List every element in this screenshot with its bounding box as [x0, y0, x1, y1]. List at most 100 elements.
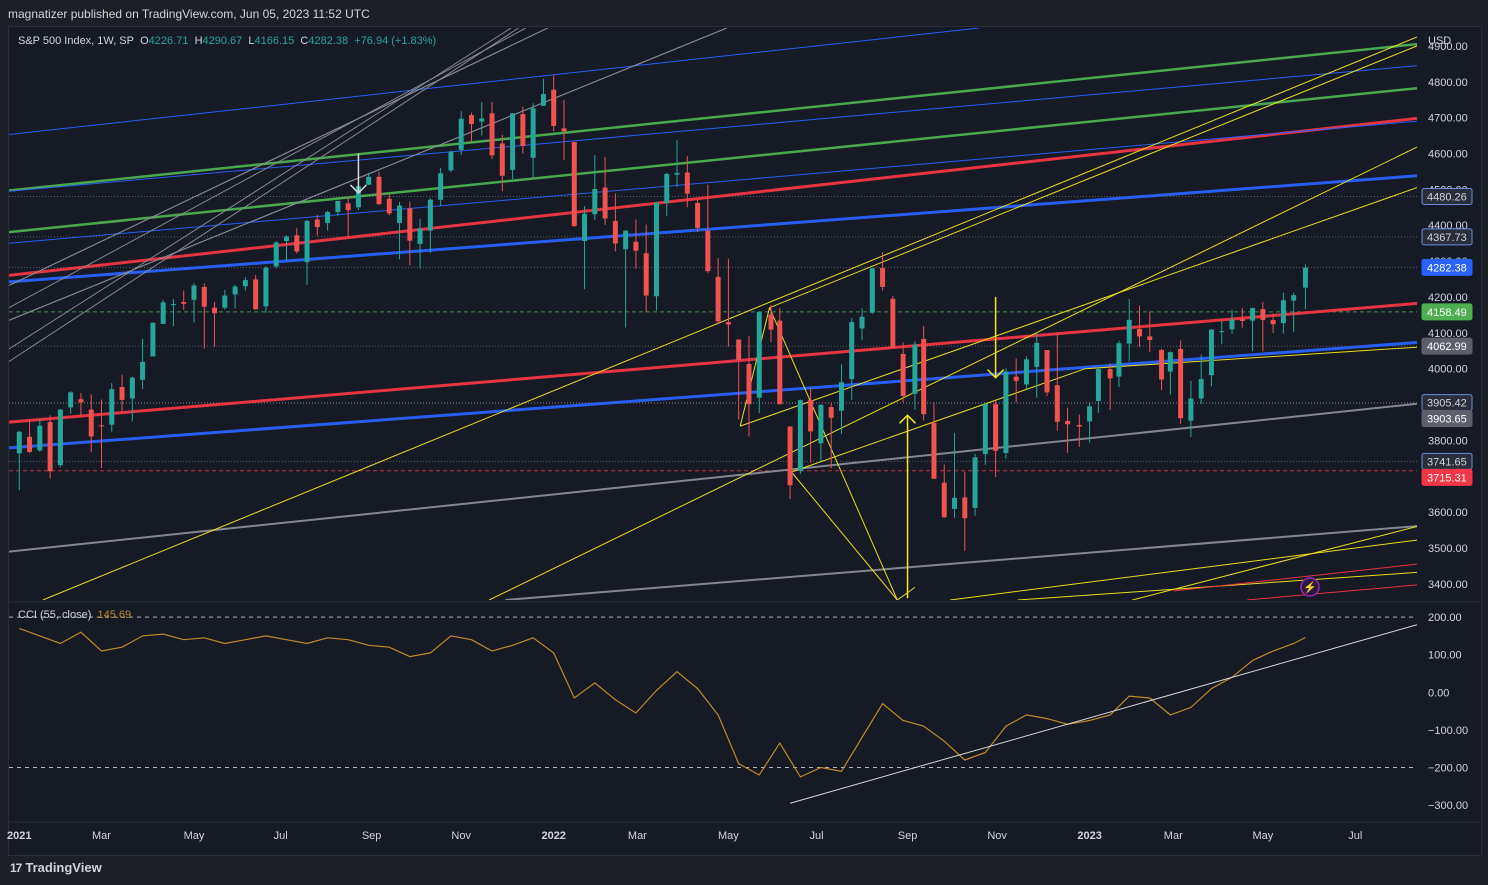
candle-down: [201, 286, 207, 307]
candle-up: [325, 211, 331, 224]
candle-up: [1087, 406, 1093, 422]
yellow-trendline: [1132, 526, 1417, 600]
candle-up: [1023, 359, 1029, 385]
candle-down: [551, 89, 557, 126]
yellow-arrow-head: [987, 369, 1005, 379]
yellow-trendline: [42, 36, 1417, 600]
gray-trendline: [9, 28, 512, 350]
candle-down: [1270, 319, 1276, 325]
price-tick-label: 3500.00: [1428, 543, 1468, 555]
time-tick-label: 2023: [1077, 830, 1101, 842]
time-tick-label: May: [184, 830, 205, 842]
candle-down: [88, 409, 94, 437]
candle-down: [561, 128, 567, 132]
green-trendline: [9, 42, 1417, 192]
candle-up: [756, 312, 762, 398]
candle-down: [499, 143, 505, 176]
candle-up: [540, 93, 546, 106]
red-trendline: [1246, 584, 1417, 600]
candle-up: [1250, 308, 1256, 321]
yellow-trendline: [791, 471, 898, 600]
cci-tick-label: 0.00: [1428, 687, 1449, 699]
candle-down: [119, 386, 125, 400]
high-label: H: [194, 35, 203, 47]
candle-down: [931, 422, 937, 479]
candle-up: [170, 304, 176, 306]
candle-down: [900, 353, 906, 396]
white-arrow-head: [349, 184, 367, 195]
cci-name[interactable]: CCI (55, close): [18, 609, 92, 621]
time-tick-label: Mar: [92, 830, 111, 842]
candle-down: [921, 338, 927, 415]
candle-down: [993, 404, 999, 451]
candle-up: [140, 361, 146, 380]
candle-down: [684, 172, 690, 194]
candle-down: [47, 422, 53, 472]
candle-down: [345, 203, 351, 211]
candle-down: [777, 320, 783, 405]
price-tick-label: 4700.00: [1428, 113, 1468, 125]
candle-up: [479, 118, 485, 122]
candle-up: [1208, 329, 1214, 376]
candle-down: [705, 230, 711, 272]
candle-down: [962, 497, 968, 519]
candle-down: [787, 426, 793, 486]
open-value: 4226.71: [148, 35, 189, 47]
candle-down: [314, 219, 320, 228]
candle-down: [1159, 350, 1165, 380]
symbol-name[interactable]: S&P 500 Index, 1W, SP: [18, 35, 134, 47]
candle-up: [1219, 331, 1225, 333]
candle-up: [191, 285, 197, 300]
candle-up: [150, 322, 156, 357]
open-label: O: [140, 35, 149, 47]
blue-trendline: [9, 28, 980, 135]
gray-trendline: [9, 28, 728, 321]
candle-down: [1239, 319, 1245, 321]
price-label-bg: [1421, 337, 1473, 355]
price-label-badge: 4480.26: [1421, 187, 1473, 205]
candle-up: [582, 213, 588, 242]
price-tick-label: 4200.00: [1428, 292, 1468, 304]
red-trendline: [1173, 563, 1417, 592]
candle-down: [1147, 336, 1153, 340]
yellow-trendline: [791, 346, 1417, 473]
candle-up: [1095, 369, 1101, 401]
price-label-text: 3903.65: [1427, 414, 1467, 426]
top-bar: magnatizer published on TradingView.com,…: [0, 0, 1488, 26]
candle-up: [859, 316, 865, 329]
candle-up: [592, 189, 598, 215]
candle-down: [253, 279, 259, 310]
blue-trendline: [9, 174, 1417, 284]
alert-bolt-icon: [1300, 577, 1320, 597]
candle-down: [98, 425, 104, 427]
cci-tick-label: 100.00: [1428, 650, 1462, 662]
candle-up: [1126, 319, 1132, 344]
candle-up: [1003, 371, 1009, 453]
candle-up: [366, 176, 372, 185]
candle-up: [623, 230, 629, 250]
candle-down: [376, 176, 382, 205]
cci-line: [19, 627, 1306, 778]
time-tick-label: Jul: [1348, 830, 1362, 842]
candle-down: [78, 399, 84, 403]
price-label-badge: 3905.42: [1421, 394, 1473, 412]
time-tick-label: Mar: [1164, 830, 1183, 842]
tradingview-logo[interactable]: 17 TradingView: [10, 860, 102, 875]
price-tick-label: 3800.00: [1428, 435, 1468, 447]
candle-up: [68, 392, 74, 408]
candle-up: [982, 404, 988, 455]
gray-trendline: [9, 28, 519, 362]
candle-down: [27, 436, 33, 452]
price-label-text: 3715.31: [1427, 472, 1467, 484]
time-tick-label: Nov: [451, 830, 471, 842]
price-tick-label: 4000.00: [1428, 364, 1468, 376]
candle-up: [510, 113, 516, 171]
high-value: 4290.67: [202, 35, 243, 47]
candle-down: [468, 115, 474, 125]
tradingview-mark-icon: 17: [10, 861, 22, 875]
time-tick-label: Jul: [809, 830, 823, 842]
candle-up: [1280, 300, 1286, 324]
yellow-trendline: [740, 187, 1417, 427]
candle-up: [417, 228, 423, 244]
